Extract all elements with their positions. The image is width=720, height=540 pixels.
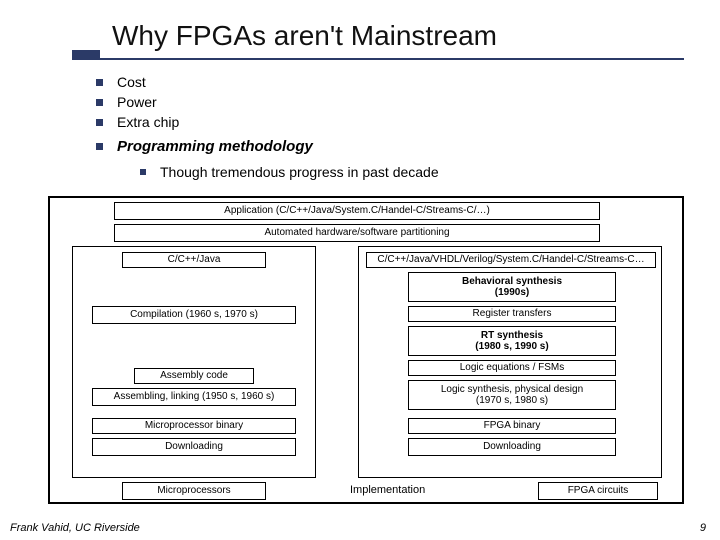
slide-title: Why FPGAs aren't Mainstream xyxy=(112,20,497,52)
bullet-label: Power xyxy=(117,94,157,110)
box-application: Application (C/C++/Java/System.C/Handel-… xyxy=(114,202,600,220)
box-assembly-code: Assembly code xyxy=(134,368,254,384)
title-rule xyxy=(72,58,684,60)
box-left-languages: C/C++/Java xyxy=(122,252,266,268)
box-logic-equations: Logic equations / FSMs xyxy=(408,360,616,376)
title-accent-square xyxy=(72,50,100,60)
bullet-extra-chip: Extra chip xyxy=(96,112,439,132)
box-assembling-linking: Assembling, linking (1950 s, 1960 s) xyxy=(92,388,296,406)
box-downloading-right: Downloading xyxy=(408,438,616,456)
box-fpga-binary: FPGA binary xyxy=(408,418,616,434)
footer-author: Frank Vahid, UC Riverside xyxy=(10,522,140,534)
bullet-square-icon xyxy=(96,99,103,106)
sub-bullet-label: Though tremendous progress in past decad… xyxy=(160,164,439,180)
box-fpga-circuits: FPGA circuits xyxy=(538,482,658,500)
bullet-power: Power xyxy=(96,92,439,112)
bullet-square-icon xyxy=(96,143,103,150)
box-compilation: Compilation (1960 s, 1970 s) xyxy=(92,306,296,324)
box-behavioral-synthesis: Behavioral synthesis (1990s) xyxy=(408,272,616,302)
box-partitioning: Automated hardware/software partitioning xyxy=(114,224,600,242)
slide-number: 9 xyxy=(700,522,706,534)
box-right-languages: C/C++/Java/VHDL/Verilog/System.C/Handel-… xyxy=(366,252,656,268)
flow-diagram: Application (C/C++/Java/System.C/Handel-… xyxy=(48,196,684,508)
bullet-label-emphasis: Programming methodology xyxy=(117,138,313,155)
sub-bullet-progress: Though tremendous progress in past decad… xyxy=(140,162,439,182)
bullet-square-icon xyxy=(96,119,103,126)
bullet-square-icon xyxy=(140,169,146,175)
bullet-programming-methodology: Programming methodology xyxy=(96,136,439,156)
box-downloading-left: Downloading xyxy=(92,438,296,456)
bullet-list: Cost Power Extra chip Programming method… xyxy=(96,72,439,182)
title-area: Why FPGAs aren't Mainstream xyxy=(0,0,720,24)
box-microprocessor-binary: Microprocessor binary xyxy=(92,418,296,434)
bullet-square-icon xyxy=(96,79,103,86)
box-register-transfers: Register transfers xyxy=(408,306,616,322)
box-microprocessors: Microprocessors xyxy=(122,482,266,500)
box-logic-synthesis: Logic synthesis, physical design (1970 s… xyxy=(408,380,616,410)
box-rt-synthesis: RT synthesis (1980 s, 1990 s) xyxy=(408,326,616,356)
bullet-cost: Cost xyxy=(96,72,439,92)
bullet-label: Cost xyxy=(117,74,146,90)
bullet-label: Extra chip xyxy=(117,114,179,130)
label-implementation: Implementation xyxy=(350,484,425,496)
